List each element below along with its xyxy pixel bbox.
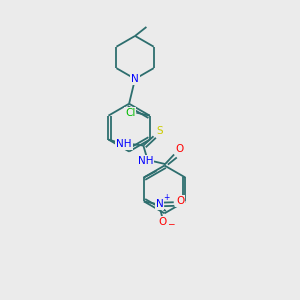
Text: S: S — [156, 126, 163, 136]
Text: N: N — [155, 199, 163, 209]
Text: −: − — [167, 219, 175, 228]
Text: NH: NH — [138, 156, 154, 166]
Text: NH: NH — [116, 139, 132, 149]
Text: +: + — [163, 193, 169, 202]
Text: O: O — [176, 144, 184, 154]
Text: O: O — [176, 196, 184, 206]
Text: N: N — [131, 74, 139, 84]
Text: O: O — [158, 217, 166, 227]
Text: Cl: Cl — [125, 108, 136, 118]
